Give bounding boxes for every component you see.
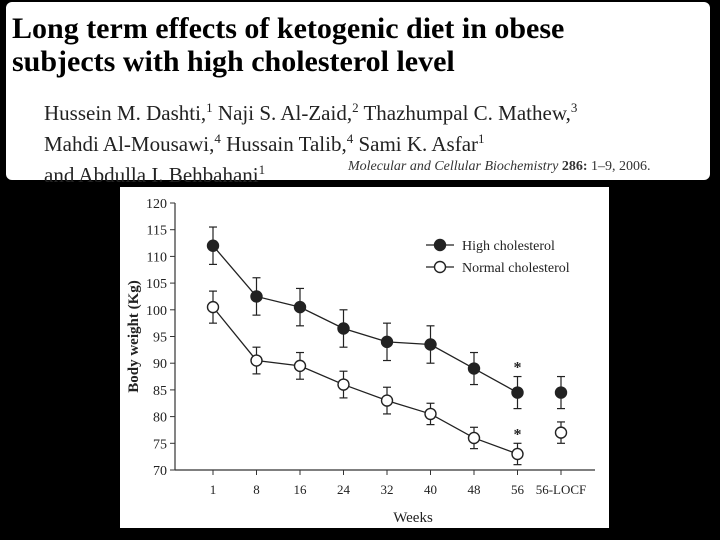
y-tick-label: 70	[153, 464, 167, 479]
y-axis-label: Body weight (Kg)	[126, 280, 142, 393]
high-cholesterol-point	[293, 300, 307, 314]
normal-cholesterol-point	[511, 447, 524, 461]
legend-marker	[433, 260, 447, 274]
y-tick-label: 95	[153, 331, 167, 346]
author-affiliation: 4	[346, 131, 354, 146]
significance-marker: *	[514, 426, 522, 443]
x-tick-label: 32	[381, 482, 394, 497]
x-axis-label: Weeks	[393, 510, 433, 526]
y-tick-label: 110	[147, 250, 167, 265]
high-cholesterol-point	[250, 290, 263, 303]
author-name: Sami K. Asfar	[358, 132, 479, 156]
x-tick-label: 16	[294, 482, 308, 497]
legend-marker	[433, 238, 447, 252]
normal-cholesterol-point	[380, 394, 394, 407]
series-line	[212, 245, 518, 394]
y-tick-label: 100	[146, 304, 167, 319]
significance-marker: *	[514, 360, 522, 377]
paper-header: Long term effects of ketogenic diet in o…	[6, 2, 712, 187]
author-list: Hussein M. Dashti,1 Naji S. Al-Zaid,2 Th…	[44, 95, 714, 188]
author-affiliation: 4	[214, 131, 221, 146]
x-tick-label: 48	[468, 482, 481, 497]
high-cholesterol-point	[424, 338, 437, 351]
high-cholesterol-point	[206, 239, 220, 252]
journal-citation: Molecular and Cellular Biochemistry 286:…	[348, 159, 651, 175]
normal-cholesterol-point	[337, 378, 350, 391]
legend-label: Normal cholesterol	[462, 261, 570, 276]
body-weight-chart: 70 75 80 85 90 95 100 105 110 115 120 1 8 16 24 32 40 48 5…	[126, 197, 595, 526]
normal-cholesterol-point	[424, 407, 437, 421]
x-tick-label: 1	[210, 482, 217, 497]
figure-panel: 70 75 80 85 90 95 100 105 110 115 120 1 8 16 24 32 40 48 5…	[120, 187, 609, 528]
journal-name: Molecular and Cellular Biochemistry	[348, 159, 559, 174]
title-line-1: Long term effects of ketogenic diet in o…	[12, 12, 565, 45]
journal-volume: 286:	[561, 159, 588, 174]
high-cholesterol-point	[467, 362, 481, 375]
author-name: Mahdi Al-Mousawi,	[44, 132, 215, 156]
normal-cholesterol-point	[293, 359, 307, 373]
high-cholesterol-point	[554, 386, 568, 399]
normal-cholesterol-point	[467, 431, 481, 445]
series-line	[212, 306, 518, 455]
paper-title: Long term effects of ketogenic diet in o…	[12, 12, 712, 78]
author-affiliation: 2	[352, 100, 359, 115]
author-name: and Abdulla I. Behbahani	[44, 163, 259, 187]
journal-pages: 1–9, 2006.	[591, 159, 651, 174]
y-tick-label: 75	[153, 437, 167, 452]
x-tick-label: 40	[424, 482, 437, 497]
y-tick-label: 85	[153, 384, 167, 399]
legend-label: High cholesterol	[462, 239, 555, 254]
x-tick-label: 56	[511, 482, 525, 497]
y-tick-label: 105	[146, 277, 167, 292]
x-tick-label: 24	[337, 482, 351, 497]
author-affiliation: 1	[478, 131, 485, 146]
author-name: Thazhumpal C. Mathew,	[363, 101, 571, 125]
normal-cholesterol-point	[206, 300, 220, 314]
author-affiliation: 1	[258, 162, 266, 177]
high-cholesterol-point	[380, 335, 394, 349]
y-tick-label: 115	[147, 224, 167, 239]
x-tick-label: 56-LOCF	[536, 482, 587, 497]
author-name: Hussain Talib,	[226, 132, 347, 156]
high-cholesterol-point	[337, 322, 350, 335]
author-affiliation: 1	[206, 100, 213, 115]
y-tick-label: 90	[153, 357, 167, 372]
author-affiliation: 3	[570, 100, 578, 115]
y-tick-label: 80	[153, 411, 167, 426]
author-name: Naji S. Al-Zaid,	[217, 101, 353, 125]
normal-cholesterol-point	[554, 426, 568, 439]
x-tick-label: 8	[253, 482, 260, 497]
y-tick-label: 120	[146, 197, 167, 212]
title-line-2: subjects with high cholesterol level	[12, 45, 455, 78]
normal-cholesterol-point	[250, 354, 263, 367]
high-cholesterol-point	[511, 386, 524, 399]
author-name: Hussein M. Dashti,	[44, 101, 207, 125]
